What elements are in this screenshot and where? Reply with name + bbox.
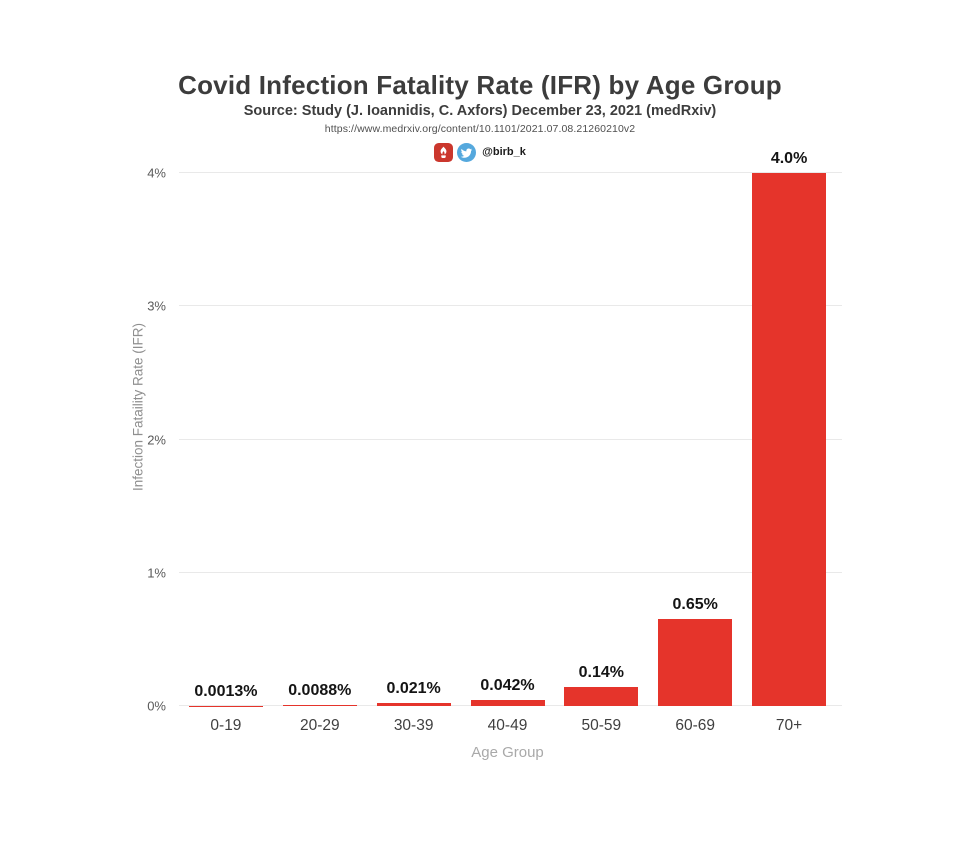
y-tick-label: 4% [147, 165, 166, 181]
x-axis-ticks: 0-19 20-29 30-39 40-49 50-59 60-69 70+ [179, 717, 836, 739]
bar [470, 700, 545, 706]
source-url: https://www.medrxiv.org/content/10.1101/… [324, 123, 636, 135]
chart-title: Covid Infection Fatality Rate (IFR) by A… [178, 70, 782, 100]
x-tick-label: 70+ [775, 717, 803, 734]
twitter-bird-icon [457, 142, 477, 162]
bar-value-label: 0.0088% [288, 681, 352, 699]
bar [282, 704, 357, 706]
y-tick-label: 0% [147, 698, 166, 714]
x-tick-label: 0-19 [210, 717, 242, 734]
gridline [179, 438, 842, 440]
gridline [179, 305, 842, 307]
bar-value-label: 4.0% [770, 150, 808, 167]
social-row: @birb_k [0, 142, 960, 162]
x-axis-title: Age Group [471, 744, 544, 761]
y-tick-label: 2% [147, 432, 166, 447]
x-tick-label: 30-39 [393, 717, 434, 734]
x-tick-label: 20-29 [299, 717, 340, 734]
bar [658, 619, 733, 706]
bar-value-label: 0.14% [578, 664, 625, 682]
bar-value-label: 0.0013% [194, 682, 258, 700]
bar [752, 173, 827, 706]
x-tick-label: 40-49 [487, 717, 528, 734]
x-tick-label: 60-69 [675, 717, 716, 734]
gridline [179, 571, 842, 573]
plot-area: 0.0013% 0.0088% 0.021% 0.042% 0.14% 0.65% 4.0% [179, 150, 842, 706]
y-tick-label: 1% [147, 565, 166, 581]
bar [376, 703, 451, 706]
x-tick-label: 50-59 [581, 717, 622, 734]
bar-value-label: 0.65% [672, 596, 718, 614]
y-tick-label: 3% [147, 298, 166, 314]
bar-value-label: 0.021% [386, 680, 441, 698]
red-social-icon [434, 142, 454, 162]
bar-value-label: 0.042% [480, 677, 535, 695]
y-axis-ticks: 0% 1% 2% 3% 4% [112, 166, 166, 714]
chart-subtitle: Source: Study (J. Ioannidis, C. Axfors) … [243, 103, 717, 119]
bar [564, 687, 639, 706]
gridline [179, 172, 842, 173]
social-handle: @birb_k [482, 146, 526, 158]
